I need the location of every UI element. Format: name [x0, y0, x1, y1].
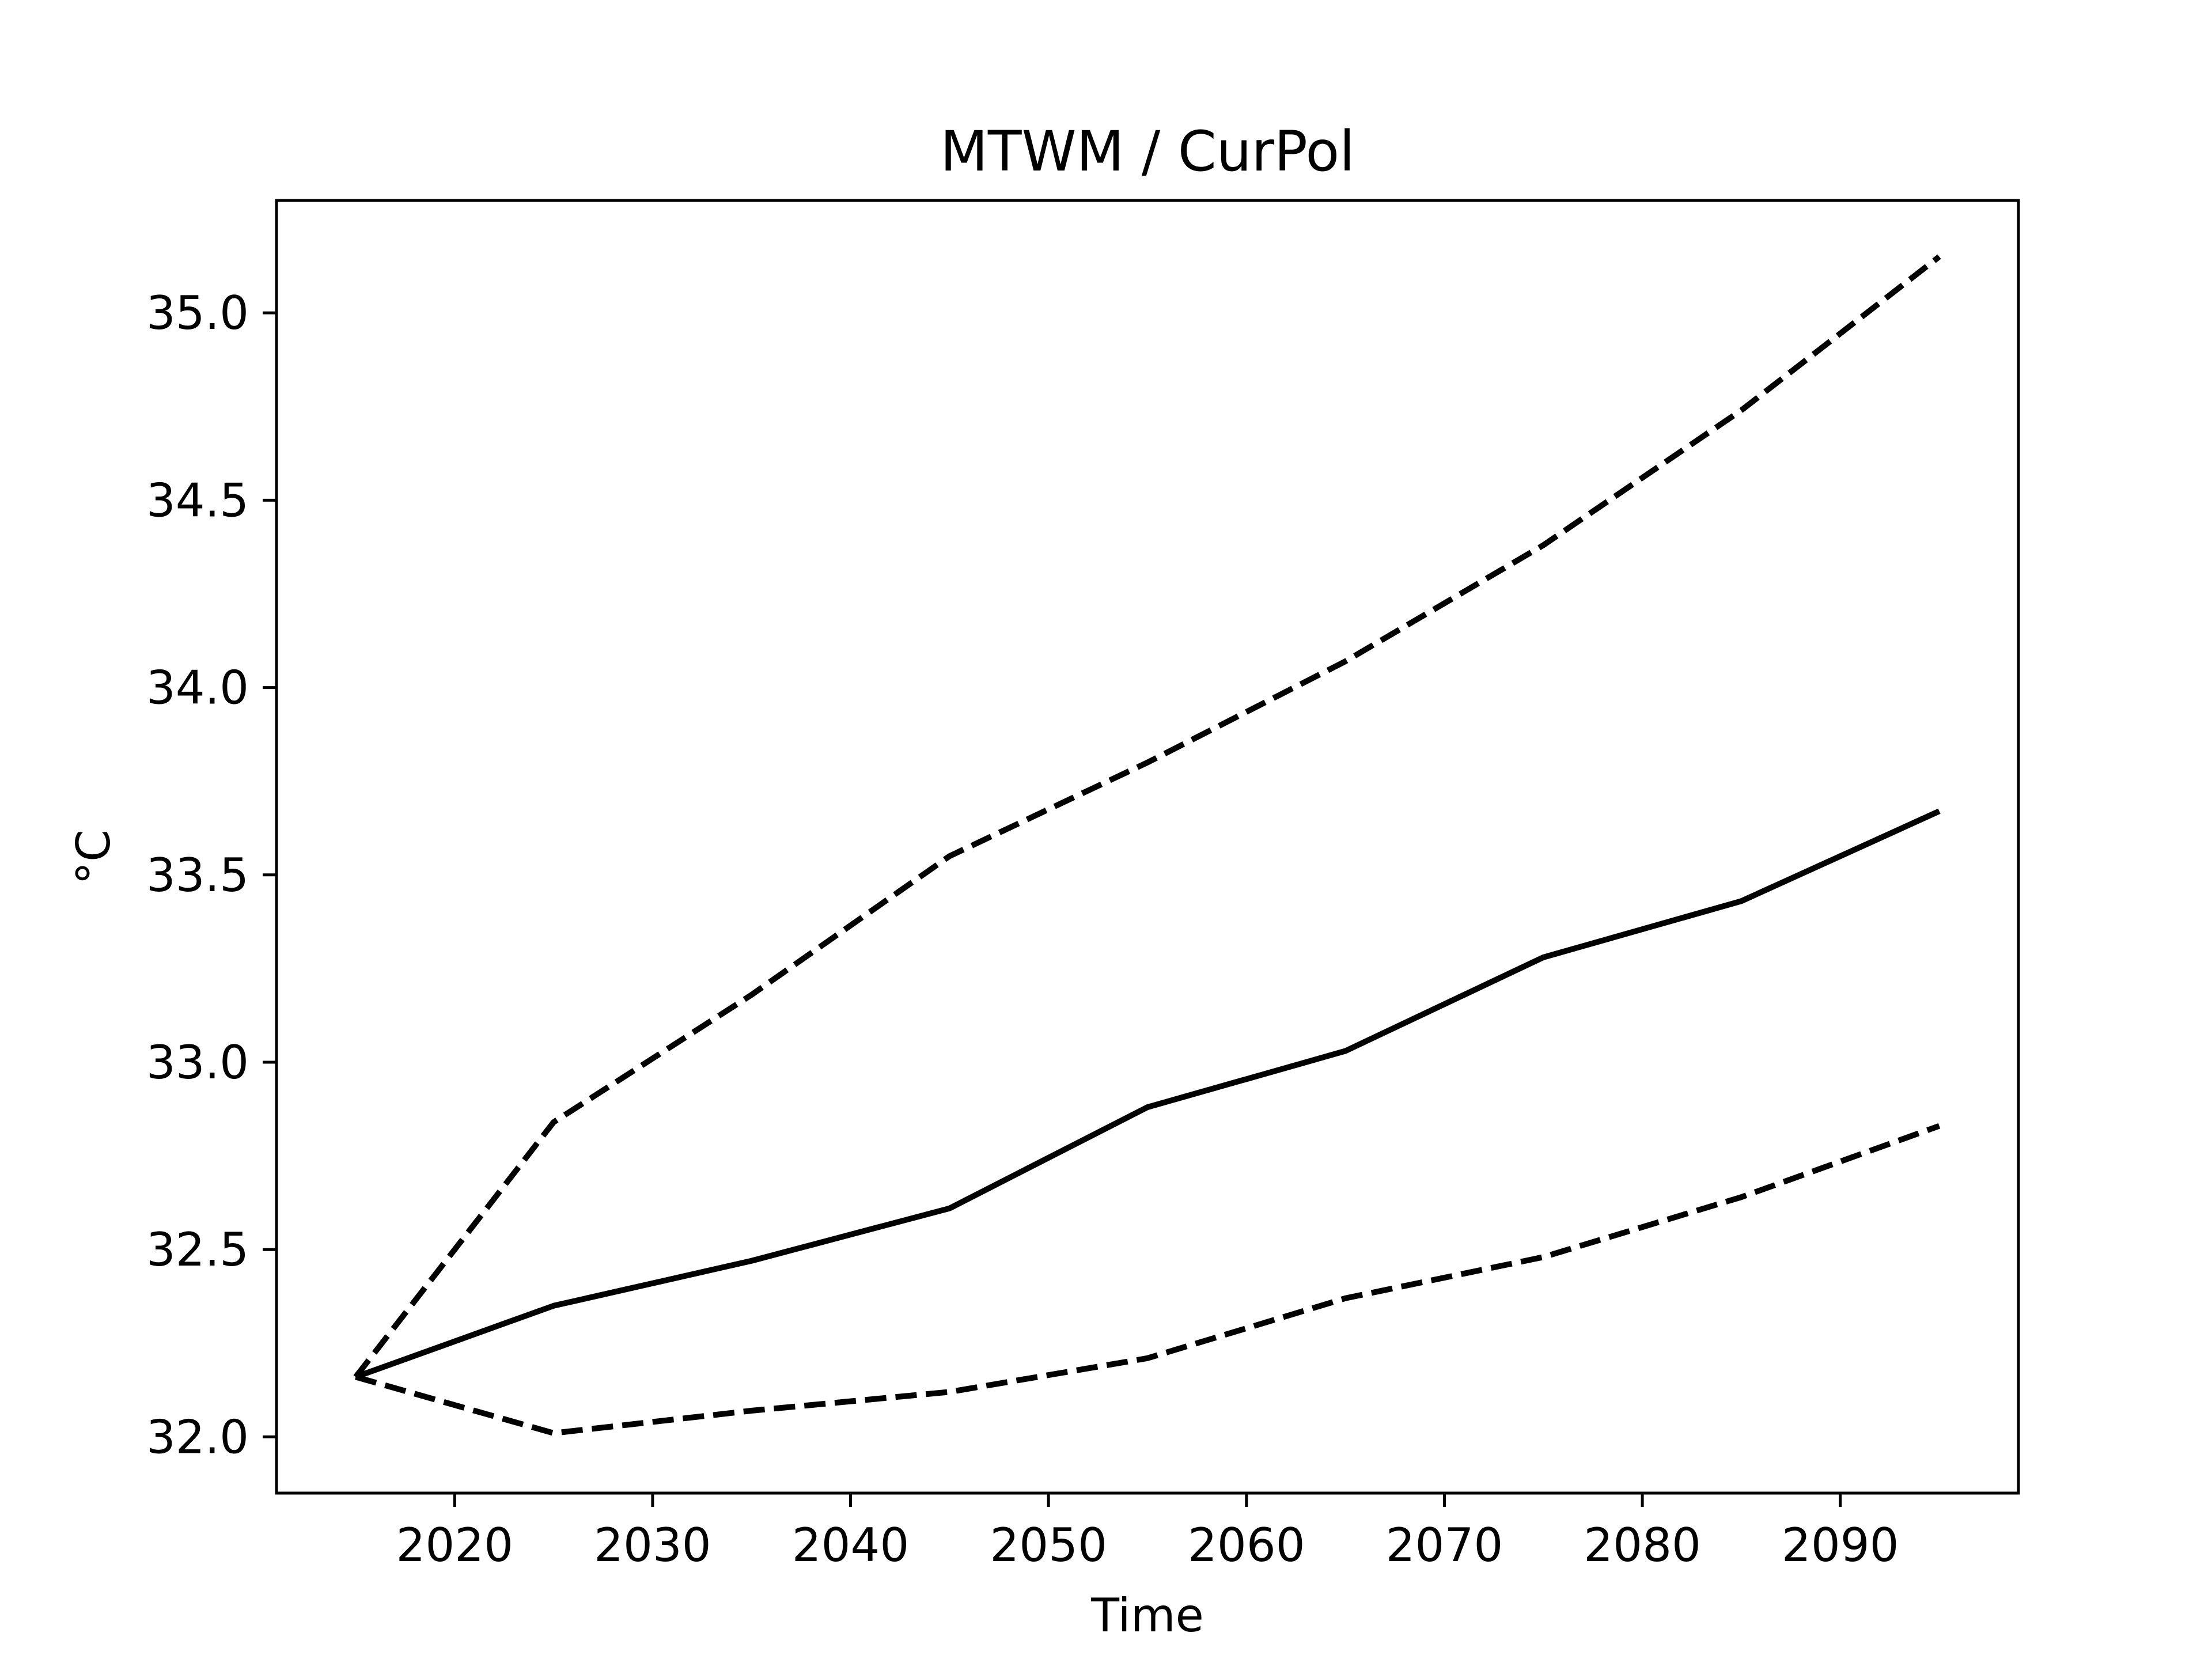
y-tick-label: 35.0: [146, 286, 249, 340]
x-axis-ticks: 2020 2030 2040 2050 2060 2070 2080 2090: [396, 1493, 1899, 1572]
y-tick-label: 33.0: [146, 1036, 249, 1089]
y-axis-label: °C: [67, 830, 120, 885]
plot-frame: [275, 199, 2020, 1495]
dashed-series-line-1: [353, 254, 1941, 1379]
x-tick-label: 2090: [1782, 1518, 1899, 1572]
series-group: [353, 254, 1941, 1436]
y-tick-label: 34.0: [146, 661, 249, 715]
x-tick-label: 2030: [594, 1518, 711, 1572]
y-tick-label: 33.5: [146, 849, 249, 902]
y-tick-label: 32.0: [146, 1410, 249, 1464]
chart-title: MTWM / CurPol: [940, 119, 1355, 184]
x-tick-label: 2020: [396, 1518, 513, 1572]
solid-series-line-0: [354, 808, 1941, 1380]
plot-area: [275, 199, 2020, 1495]
dashed-series-line-2: [355, 1123, 1941, 1436]
x-tick-label: 2070: [1386, 1518, 1503, 1572]
x-axis-label: Time: [1090, 1589, 1204, 1642]
x-tick-label: 2060: [1188, 1518, 1305, 1572]
y-tick-label: 34.5: [146, 474, 249, 527]
x-tick-label: 2050: [990, 1518, 1107, 1572]
y-tick-label: 32.5: [146, 1223, 249, 1277]
y-axis-ticks: 32.0 32.5 33.0 33.5 34.0 34.5 35.0: [146, 286, 276, 1464]
x-tick-label: 2080: [1584, 1518, 1701, 1572]
x-tick-label: 2040: [792, 1518, 910, 1572]
